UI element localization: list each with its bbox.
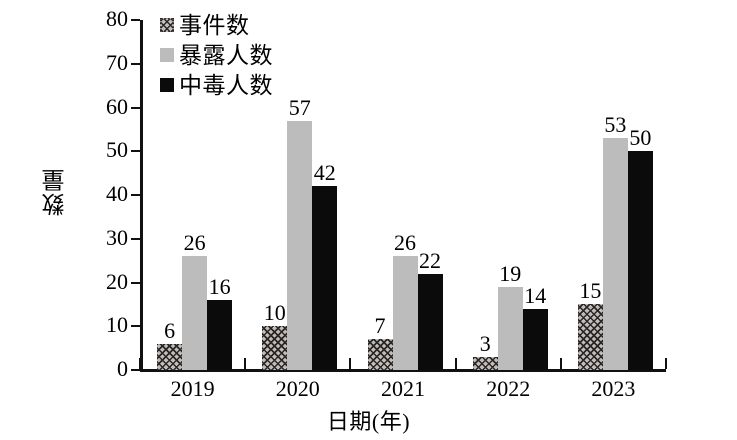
x-axis-tick [349,358,352,369]
y-axis-tick-label: 40 [106,181,128,206]
gray-square-icon [160,48,174,62]
y-axis-tick [131,194,140,196]
x-axis-tick-label: 2019 [170,376,215,401]
x-axis-line [140,369,666,372]
bar-value-label: 50 [629,125,652,151]
bar-value-label: 16 [208,274,231,299]
legend-item-exposed: 暴露人数 [160,40,273,70]
y-axis-tick-label: 50 [106,137,128,163]
bar-exposed [392,256,418,370]
bar-poisoned [417,273,443,370]
y-axis-tick [131,281,140,284]
bar-value-label: 22 [419,247,441,273]
y-axis-tick [131,237,140,240]
y-axis-tick-label: 10 [106,312,128,338]
bar-exposed [287,120,313,370]
y-axis-tick [131,106,140,109]
y-axis-title: 数量 [43,168,68,216]
y-axis-tick-label: 70 [106,49,128,75]
bar-events [472,356,498,370]
bar-poisoned [522,308,548,370]
bar-value-label: 26 [183,230,206,256]
x-axis-tick [665,358,667,369]
y-axis-tick [131,150,140,153]
bar-value-label: 7 [374,313,386,339]
x-axis-tick [559,358,562,369]
plot-area: 6 26 16 10 57 42 7 26 22 3 19 14 15 53 50 [140,20,666,370]
x-axis-tick-label: 2021 [381,376,425,401]
bar-value-label: 19 [499,260,522,286]
bar-exposed [497,286,523,370]
bar-value-label: 6 [164,317,176,343]
y-axis-tick-label: 80 [106,6,128,31]
bar-value-label: 10 [263,300,286,326]
black-square-icon [160,78,174,92]
bar-poisoned [627,151,653,370]
y-axis-tick-label: 30 [106,224,128,250]
bar-poisoned [312,186,338,370]
y-axis-tick-label: 20 [106,268,128,294]
bar-value-label: 15 [579,278,602,304]
y-axis-tick [131,325,140,328]
bar-value-label: 14 [524,282,547,308]
x-axis-tick [244,358,247,369]
legend: 事件数 暴露人数 中毒人数 [160,10,273,100]
bar-exposed [602,138,628,370]
bar-poisoned [207,300,233,370]
legend-item-events: 事件数 [160,10,273,40]
x-axis-title: 日期(年) [326,409,411,434]
y-axis-tick [131,369,140,371]
bar-events [157,343,183,370]
y-axis-tick-label: 0 [117,356,128,381]
x-axis-tick-label: 2023 [591,376,636,401]
bar-events [367,339,393,370]
bar-value-label: 53 [604,112,627,138]
bar-events [577,304,603,370]
x-axis-tick [454,358,457,369]
legend-item-poisoned: 中毒人数 [160,70,273,100]
bar-value-label: 57 [288,94,311,120]
y-axis-tick [131,62,140,65]
legend-label-events: 事件数 [179,12,250,38]
bar-value-label: 42 [313,160,336,186]
legend-label-poisoned: 中毒人数 [179,72,273,98]
y-axis-tick [131,19,140,21]
bar-value-label: 26 [394,230,416,256]
bar-value-label: 3 [479,330,491,356]
hatched-square-icon [160,18,174,32]
y-axis-tick-label: 60 [106,93,128,119]
bar-exposed [182,256,208,370]
x-axis-tick [139,358,141,369]
x-axis-tick-label: 2020 [275,376,320,401]
legend-label-exposed: 暴露人数 [179,42,273,68]
y-axis-line [140,20,143,372]
bar-events [262,326,288,370]
x-axis-tick-label: 2022 [486,376,531,401]
